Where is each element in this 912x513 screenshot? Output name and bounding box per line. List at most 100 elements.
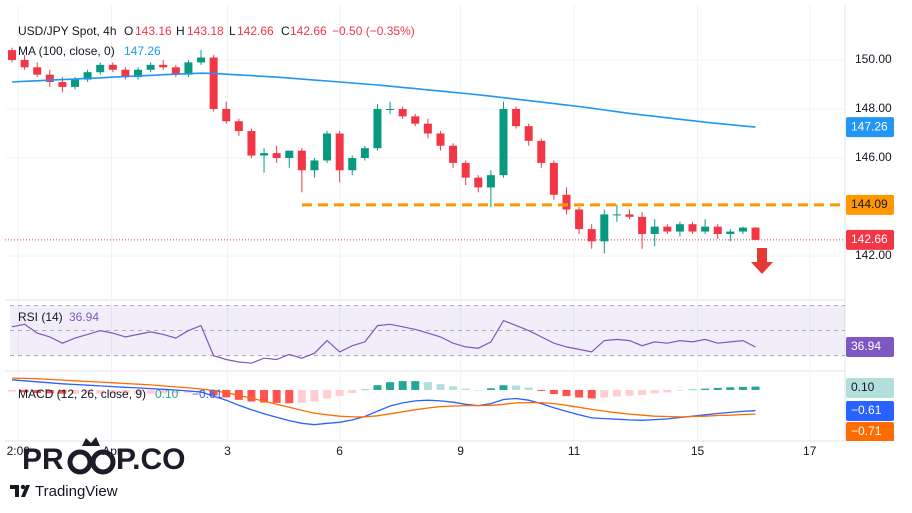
candle-body	[33, 67, 42, 75]
macd-hist-bar	[474, 389, 483, 391]
high-value: 143.18	[187, 24, 224, 38]
x-tick-label: 15	[691, 444, 705, 458]
candle-body	[71, 79, 80, 87]
logo-ring	[67, 449, 93, 475]
ma-tag-box	[846, 117, 894, 138]
candle-body	[171, 67, 180, 75]
macd-hist-bar	[411, 381, 420, 390]
level-tag: 144.09	[851, 197, 888, 211]
macd-hist-bar	[675, 389, 684, 391]
candle-body	[612, 214, 621, 216]
candle-body	[688, 224, 697, 232]
x-tick-label: 2:00	[7, 444, 31, 458]
candle-body	[549, 162, 558, 195]
signal-tag-box	[846, 422, 894, 442]
macd-hist-bar	[71, 389, 80, 394]
macd-hist-bar	[612, 389, 621, 397]
macd-hist-bar	[247, 389, 256, 402]
macd-hist-bar	[121, 389, 130, 394]
low-label: L	[229, 24, 236, 38]
legend: USD/JPY Spot, 4h O 143.16 H 143.18 L 142…	[18, 24, 415, 401]
symbol: USD/JPY Spot, 4h	[18, 24, 117, 38]
y-tick-label: 150.00	[855, 52, 892, 66]
macd-hist-bar	[423, 382, 432, 390]
macd-hist-bar	[58, 389, 67, 394]
change: −0.50 (−0.35%)	[332, 24, 415, 38]
macd-hist-bar	[83, 389, 92, 394]
candle-body	[701, 226, 710, 232]
macd-hist-bar	[8, 389, 17, 392]
macd-hist-bar	[587, 389, 596, 399]
watermark: PR P.CO	[22, 437, 185, 476]
candle-body	[285, 150, 294, 159]
candle-body	[260, 153, 269, 156]
macd-hist-bar	[33, 389, 42, 394]
x-tick-label: 3	[224, 444, 231, 458]
candle-body	[310, 160, 319, 171]
open-label: O	[124, 24, 133, 38]
candle-body	[436, 133, 445, 146]
macd-tag-box	[846, 401, 894, 421]
candle-body	[360, 148, 369, 159]
watermark-left: PR	[22, 443, 64, 476]
x-tick-label: 6	[336, 444, 343, 458]
price-tag-box	[846, 229, 894, 250]
macd-hist-bar	[537, 389, 546, 391]
candle-body	[499, 108, 508, 176]
x-tick-label: 9	[457, 444, 464, 458]
macd-hist-bar	[260, 389, 269, 403]
x-tick-label: 11	[568, 444, 581, 458]
candle-body	[411, 116, 420, 124]
down-arrow	[751, 248, 773, 274]
candle-body	[272, 153, 281, 159]
brand-name: TradingView	[35, 483, 118, 500]
labels: 2:00 Apr 3 6 9 11 15 17150.00148.00146.00142.00…	[7, 52, 912, 458]
low-value: 142.66	[237, 24, 274, 38]
macd-hist-bar	[222, 389, 231, 398]
ma-value: 147.26	[124, 44, 161, 58]
macd-hist-bar	[373, 385, 382, 390]
macd-hist-bar	[20, 389, 29, 393]
candle-body	[600, 214, 609, 242]
candle-body	[20, 59, 29, 68]
logo-crown	[82, 437, 100, 446]
brand: TradingView	[10, 483, 118, 500]
logo-ring	[90, 449, 116, 475]
macd-label: MACD (12, 26, close, 9)	[18, 387, 146, 401]
macd-hist-value: 0.10	[155, 387, 179, 401]
macd-line	[11, 379, 756, 426]
macd-hist-bar	[398, 381, 407, 390]
candle-body	[726, 231, 735, 235]
candle-body	[247, 131, 256, 156]
level-tag-box	[846, 194, 894, 215]
candle-body	[108, 64, 117, 70]
macd-hist-bar	[108, 389, 117, 394]
candle-body	[625, 214, 634, 217]
macd-hist-bar	[360, 389, 369, 391]
macd-hist-bar	[524, 387, 533, 390]
macd-hist-bar	[386, 382, 395, 390]
macd-hist-bar	[713, 387, 722, 390]
axis-cover	[846, 441, 912, 453]
candle-body	[83, 72, 92, 80]
macd-hist-bar	[449, 386, 458, 390]
rsi-value: 36.94	[69, 310, 99, 324]
candle-body	[474, 177, 483, 188]
rsi-line	[11, 319, 756, 364]
macd-hist-bar	[96, 389, 105, 394]
candle-body	[323, 133, 332, 161]
macd-hist-bar	[436, 384, 445, 390]
macd-hist-bar	[171, 389, 180, 394]
macd-hist-bar	[159, 389, 168, 394]
macd-hist-bar	[738, 386, 747, 390]
macd-hist-bar	[348, 389, 357, 394]
macd-hist-bar	[688, 389, 697, 391]
macd-hist-bar	[310, 389, 319, 402]
macd-tag: −0.61	[851, 403, 882, 417]
macd-hist-bar	[638, 389, 647, 396]
y-tick-label: 142.00	[855, 248, 892, 262]
rsi-tag-box	[846, 336, 894, 357]
macd-hist-bar	[285, 389, 294, 404]
signal-line	[11, 377, 756, 418]
candle-body	[449, 145, 458, 163]
